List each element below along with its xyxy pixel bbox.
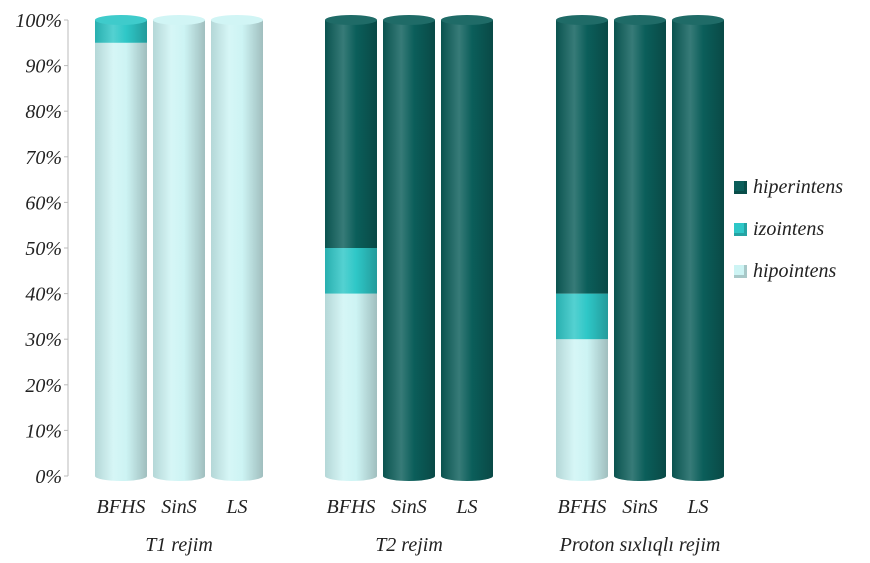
y-tick-label: 0% [35, 466, 62, 488]
bar-bottom-cap [95, 471, 147, 481]
bar-top-cap [556, 15, 608, 25]
bar-bottom-cap [211, 471, 263, 481]
y-tick-label: 50% [25, 238, 62, 260]
bar-top-cap [325, 15, 377, 25]
x-tick-label: LS [225, 496, 247, 518]
x-tick-label: LS [455, 496, 477, 518]
legend-item-hiperintens: hiperintens [734, 170, 843, 204]
y-tick-label: 10% [25, 420, 62, 442]
legend-item-hipointens: hipointens [734, 254, 843, 288]
bar-segment-hiperintens [383, 20, 435, 476]
bar-segment-hipointens [211, 20, 263, 476]
x-tick-label: BFHS [97, 496, 146, 518]
bar-segment-hipointens [153, 20, 205, 476]
bar-bottom-cap [153, 471, 205, 481]
bar-segment-izointens [556, 293, 608, 340]
legend-swatch-izointens [734, 222, 747, 236]
bar-top-cap [383, 15, 435, 25]
bar-segment-hiperintens [672, 20, 724, 476]
legend-swatch-hipointens [734, 264, 747, 278]
y-tick-label: 30% [24, 329, 62, 351]
bar-top-cap [211, 15, 263, 25]
y-tick-label: 90% [25, 56, 62, 78]
x-tick-label: BFHS [558, 496, 607, 518]
y-tick-label: 20% [25, 375, 62, 397]
bar-bottom-cap [556, 471, 608, 481]
bar-bottom-cap [614, 471, 666, 481]
y-tick-label: 100% [15, 10, 62, 32]
bar-top-cap [441, 15, 493, 25]
group-label: Proton sıxlıqlı rejim [559, 534, 721, 556]
y-tick-label: 80% [25, 101, 62, 123]
legend-label-hipointens: hipointens [753, 259, 837, 282]
group-label: T1 rejim [145, 534, 213, 556]
y-tick-label: 60% [25, 192, 62, 214]
bar-bottom-cap [441, 471, 493, 481]
legend: hiperintens izointens hipointens [734, 170, 843, 296]
bar-bottom-cap [383, 471, 435, 481]
bar-segment-hipointens [556, 339, 608, 476]
legend-label-izointens: izointens [753, 217, 825, 240]
x-tick-label: SinS [391, 496, 427, 518]
bar-segment-izointens [325, 248, 377, 294]
bar-segment-hiperintens [325, 20, 377, 248]
bar-segment-hiperintens [556, 20, 608, 294]
bar-segment-izointens [95, 20, 147, 43]
legend-item-izointens: izointens [734, 212, 843, 246]
x-tick-label: LS [686, 496, 708, 518]
bar-top-cap [614, 15, 666, 25]
bar-segment-hipointens [325, 293, 377, 476]
bar-bottom-cap [672, 471, 724, 481]
y-tick-label: 40% [25, 284, 62, 306]
group-label: T2 rejim [375, 534, 443, 556]
x-tick-label: BFHS [327, 496, 376, 518]
x-tick-label: SinS [161, 496, 197, 518]
bar-bottom-cap [325, 471, 377, 481]
bar-segment-hipointens [95, 42, 147, 477]
legend-label-hiperintens: hiperintens [753, 175, 843, 198]
bar-top-cap [95, 15, 147, 25]
bar-top-cap [672, 15, 724, 25]
x-tick-label: SinS [622, 496, 658, 518]
legend-swatch-hiperintens [734, 180, 747, 194]
bar-top-cap [153, 15, 205, 25]
y-tick-label: 70% [25, 147, 62, 169]
bar-segment-hiperintens [441, 20, 493, 476]
bar-segment-hiperintens [614, 20, 666, 476]
